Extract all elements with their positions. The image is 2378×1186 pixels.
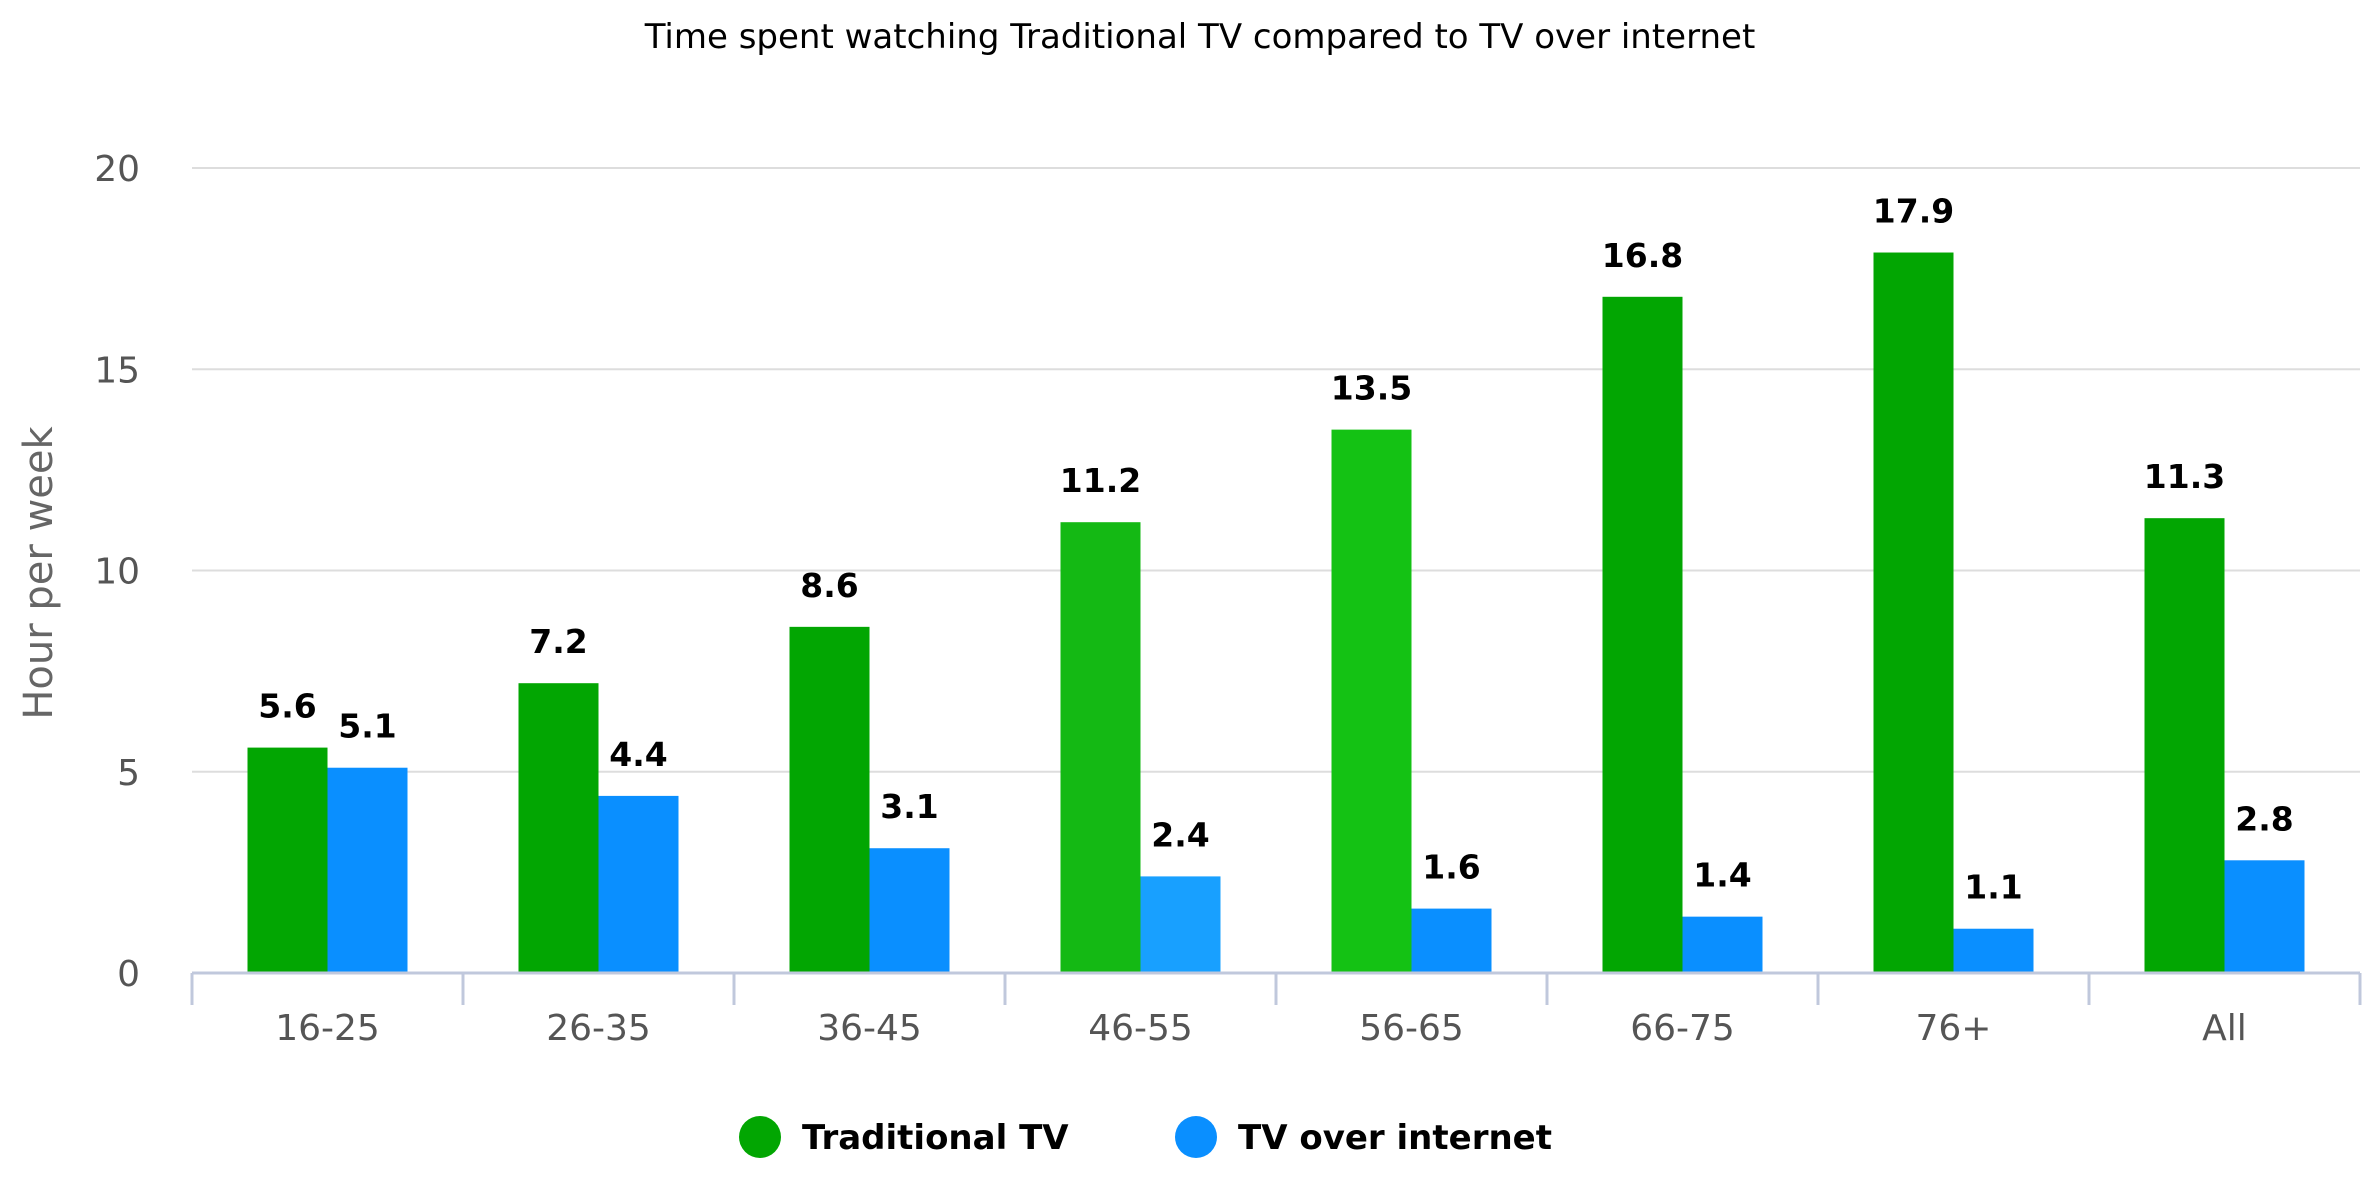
x-axis-tick-labels: 16-25 26-35 36-45 46-55 56-65 66-75 76+ All	[275, 1008, 2247, 1049]
data-label: 11.3	[2144, 457, 2225, 496]
bar	[1953, 928, 2034, 973]
bar	[1602, 296, 1683, 973]
bars	[247, 252, 2305, 973]
x-tick-label: 66-75	[1630, 1008, 1735, 1049]
legend-marker	[1175, 1116, 1217, 1158]
data-label: 5.1	[338, 707, 396, 746]
chart-title: Time spent watching Traditional TV compa…	[644, 17, 1756, 57]
y-tick-label: 15	[94, 350, 140, 391]
data-label: 7.2	[529, 622, 587, 661]
legend-marker	[739, 1116, 781, 1158]
data-label: 3.1	[880, 787, 938, 826]
data-label: 13.5	[1331, 369, 1412, 408]
x-tick-label: All	[2202, 1008, 2247, 1049]
data-label: 8.6	[800, 566, 858, 605]
bar	[869, 848, 950, 973]
data-label: 16.8	[1602, 236, 1683, 275]
bar	[598, 795, 679, 973]
data-label: 1.6	[1422, 848, 1480, 887]
bar	[1140, 876, 1221, 973]
bar	[1331, 429, 1412, 973]
data-label: 1.4	[1693, 856, 1751, 895]
data-label: 11.2	[1060, 461, 1141, 500]
bar	[1873, 252, 1954, 973]
y-tick-label: 5	[117, 753, 140, 794]
bar	[1060, 522, 1141, 973]
y-axis-ticks: 0 5 10 15 20	[94, 149, 140, 995]
data-label: 1.1	[1964, 868, 2022, 907]
y-tick-label: 20	[94, 149, 140, 190]
bar	[789, 626, 870, 973]
x-axis	[190, 971, 2362, 1005]
y-tick-label: 0	[117, 954, 140, 995]
data-label: 2.4	[1151, 815, 1209, 854]
y-axis-label: Hour per week	[16, 426, 62, 720]
x-tick-label: 16-25	[275, 1008, 380, 1049]
legend: Traditional TV TV over internet	[739, 1116, 1552, 1158]
data-label: 5.6	[258, 687, 316, 726]
y-tick-label: 10	[94, 552, 140, 593]
bar	[327, 767, 408, 973]
legend-label: TV over internet	[1238, 1118, 1552, 1158]
legend-label: Traditional TV	[802, 1118, 1069, 1158]
data-label: 17.9	[1873, 192, 1954, 231]
bar	[2144, 518, 2225, 973]
x-tick-label: 76+	[1916, 1008, 1992, 1049]
bar	[247, 747, 328, 973]
bar	[1411, 908, 1492, 973]
data-label: 4.4	[609, 735, 667, 774]
bar	[2224, 860, 2305, 973]
x-tick-label: 56-65	[1359, 1008, 1464, 1049]
data-labels: 5.6 5.1 7.2 4.4 8.6 3.1 11.2 2.4 13.5 1.6 16.8 1.4 1…	[258, 192, 2293, 907]
x-tick-label: 36-45	[817, 1008, 922, 1049]
x-tick-label: 46-55	[1088, 1008, 1193, 1049]
data-label: 2.8	[2235, 799, 2293, 838]
grid-lines	[192, 167, 2360, 773]
bar	[1682, 916, 1763, 973]
x-tick-label: 26-35	[546, 1008, 651, 1049]
bar	[518, 683, 599, 973]
